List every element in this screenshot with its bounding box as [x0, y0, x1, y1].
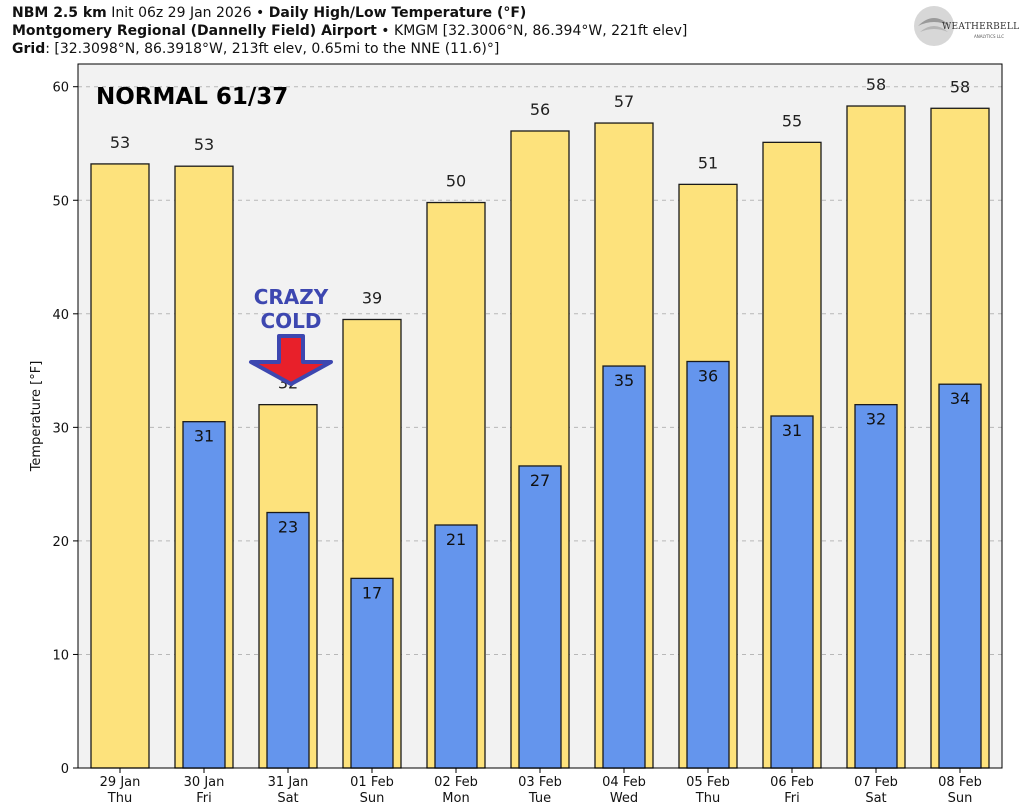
low-value-label: 21 — [446, 530, 466, 549]
low-bar — [686, 360, 730, 769]
high-bar — [90, 163, 150, 769]
init-time: Init 06z 29 Jan 2026 • — [106, 5, 269, 21]
station-name: Montgomery Regional (Dannelly Field) Air… — [12, 23, 377, 39]
low-value-label: 35 — [614, 371, 634, 390]
x-tick-date: 04 Feb — [602, 775, 646, 790]
y-tick-label: 50 — [52, 194, 69, 209]
weatherbell-logo: WEATHERBELL ANALYTICS LLC — [906, 4, 1019, 52]
x-tick-day: Sat — [277, 791, 298, 806]
low-value-label: 36 — [698, 366, 718, 385]
header-line-3: Grid: [32.3098°N, 86.3918°W, 213ft elev,… — [12, 40, 892, 58]
chart-header: NBM 2.5 km Init 06z 29 Jan 2026 • Daily … — [12, 4, 892, 58]
y-tick-label: 40 — [52, 308, 69, 323]
x-tick-day: Sun — [360, 791, 385, 806]
header-line-1: NBM 2.5 km Init 06z 29 Jan 2026 • Daily … — [12, 4, 892, 22]
y-tick-label: 60 — [52, 81, 69, 96]
high-value-label: 57 — [614, 92, 634, 111]
x-tick-date: 02 Feb — [434, 775, 478, 790]
low-value-label: 23 — [278, 518, 298, 537]
x-tick-day: Thu — [695, 791, 720, 806]
logo-swirl-icon — [914, 6, 954, 46]
grid-info: : [32.3098°N, 86.3918°W, 213ft elev, 0.6… — [45, 41, 500, 57]
low-bar — [266, 511, 310, 769]
high-value-label: 50 — [446, 172, 466, 191]
model-name: NBM 2.5 km — [12, 5, 107, 21]
high-value-label: 39 — [362, 288, 382, 307]
x-tick-day: Wed — [610, 791, 638, 806]
x-tick-date: 06 Feb — [770, 775, 814, 790]
low-bar — [434, 524, 478, 769]
normal-annotation: NORMAL 61/37 — [96, 84, 288, 110]
station-info: • KMGM [32.3006°N, 86.394°W, 221ft elev] — [376, 23, 688, 39]
y-tick-label: 0 — [61, 762, 69, 777]
low-bar — [350, 577, 394, 769]
low-bar — [854, 403, 898, 769]
low-bar — [938, 383, 982, 769]
low-bar — [518, 465, 562, 769]
logo-subtext: ANALYTICS LLC — [974, 34, 1005, 39]
crazy-cold-annotation: COLD — [260, 309, 321, 333]
x-tick-date: 31 Jan — [268, 775, 309, 790]
low-bar — [182, 421, 226, 769]
x-tick-day: Sun — [948, 791, 973, 806]
low-value-label: 31 — [194, 427, 214, 446]
grid-label: Grid — [12, 41, 46, 57]
down-arrow-icon — [249, 334, 333, 386]
x-tick-date: 07 Feb — [854, 775, 898, 790]
low-value-label: 17 — [362, 583, 382, 602]
high-value-label: 58 — [866, 75, 886, 94]
low-bar — [770, 415, 814, 769]
x-tick-day: Thu — [107, 791, 132, 806]
x-tick-date: 03 Feb — [518, 775, 562, 790]
x-tick-date: 29 Jan — [100, 775, 141, 790]
logo-text: WEATHERBELL — [942, 22, 1020, 32]
x-tick-day: Tue — [528, 791, 551, 806]
x-tick-day: Sat — [865, 791, 886, 806]
low-value-label: 31 — [782, 421, 802, 440]
high-value-label: 56 — [530, 100, 550, 119]
high-value-label: 53 — [194, 135, 214, 154]
low-value-label: 27 — [530, 471, 550, 490]
x-tick-date: 01 Feb — [350, 775, 394, 790]
low-value-label: 34 — [950, 389, 970, 408]
x-tick-date: 30 Jan — [184, 775, 225, 790]
x-tick-date: 08 Feb — [938, 775, 982, 790]
x-tick-date: 05 Feb — [686, 775, 730, 790]
x-tick-day: Fri — [196, 791, 212, 806]
crazy-cold-annotation: CRAZY — [254, 285, 329, 309]
high-value-label: 53 — [110, 133, 130, 152]
x-tick-day: Mon — [442, 791, 469, 806]
high-value-label: 51 — [698, 153, 718, 172]
low-bar — [602, 365, 646, 769]
high-value-label: 58 — [950, 77, 970, 96]
product-name: Daily High/Low Temperature (°F) — [268, 5, 527, 21]
y-tick-label: 10 — [52, 648, 69, 663]
header-line-2: Montgomery Regional (Dannelly Field) Air… — [12, 22, 892, 40]
high-value-label: 55 — [782, 111, 802, 130]
x-tick-day: Fri — [784, 791, 800, 806]
plot-frame — [77, 63, 1003, 769]
low-value-label: 32 — [866, 410, 886, 429]
y-tick-label: 20 — [52, 535, 69, 550]
y-tick-label: 30 — [52, 421, 69, 436]
y-axis-label: Temperature [°F] — [29, 361, 44, 473]
